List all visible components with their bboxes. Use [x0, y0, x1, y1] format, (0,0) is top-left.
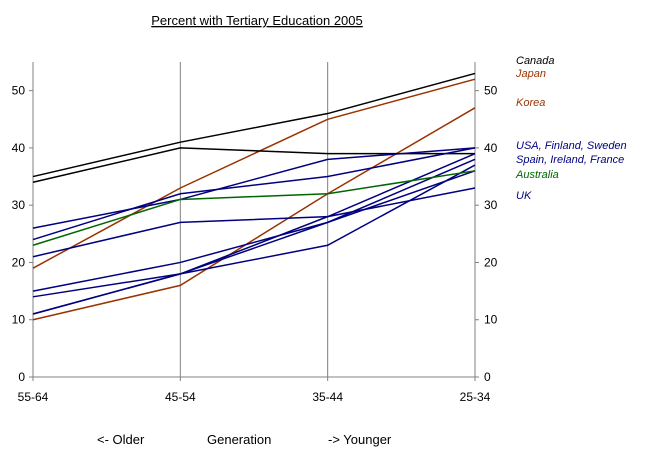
chart-title: Percent with Tertiary Education 2005 [151, 13, 363, 28]
legend-entry: Korea [516, 97, 545, 109]
series-lines [32, 72, 476, 321]
legend-entry: UK [516, 190, 532, 202]
series-line-5 [32, 147, 476, 241]
axes: 0 0 10 10 20 20 30 30 40 40 50 50 55-64 45-54 35-44 25-… [12, 62, 498, 404]
legend-entry: Spain, Ireland, France [516, 154, 624, 166]
legend-entry: Australia [515, 169, 559, 181]
x-tick-label: 45-54 [165, 390, 196, 404]
y-tick-label-right: 40 [484, 141, 498, 155]
y-tick-label-left: 0 [18, 370, 25, 384]
footer-generation-label: Generation [207, 432, 271, 447]
series-line-6 [32, 152, 476, 258]
y-tick-label-left: 20 [12, 255, 26, 269]
legend-entry: USA, Finland, Sweden [516, 140, 627, 152]
y-tick-label-right: 0 [484, 370, 491, 384]
y-tick-label-left: 10 [12, 313, 26, 327]
y-tick-label-right: 30 [484, 198, 498, 212]
y-tick-label-right: 50 [484, 84, 498, 98]
footer-older-label: <- Older [97, 432, 145, 447]
series-line-uk [32, 187, 476, 315]
series-line-japan [32, 78, 476, 269]
legend-entry: Japan [515, 68, 546, 80]
y-tick-label-right: 10 [484, 313, 498, 327]
series-line-australia [32, 170, 476, 246]
grid-lines [179, 62, 329, 377]
series-line-korea [32, 107, 476, 321]
footer-younger-label: -> Younger [328, 432, 392, 447]
y-tick-label-left: 40 [12, 141, 26, 155]
y-tick-label-left: 50 [12, 84, 26, 98]
x-tick-label: 25-34 [460, 390, 491, 404]
series-line-canada [32, 72, 476, 178]
series-line-4 [32, 147, 476, 229]
legend-entry: Canada [516, 55, 555, 67]
series-line-7 [32, 158, 476, 298]
x-tick-label: 55-64 [18, 390, 49, 404]
x-tick-label: 35-44 [312, 390, 343, 404]
series-line-8 [32, 170, 476, 292]
y-tick-label-right: 20 [484, 255, 498, 269]
y-tick-label-left: 30 [12, 198, 26, 212]
